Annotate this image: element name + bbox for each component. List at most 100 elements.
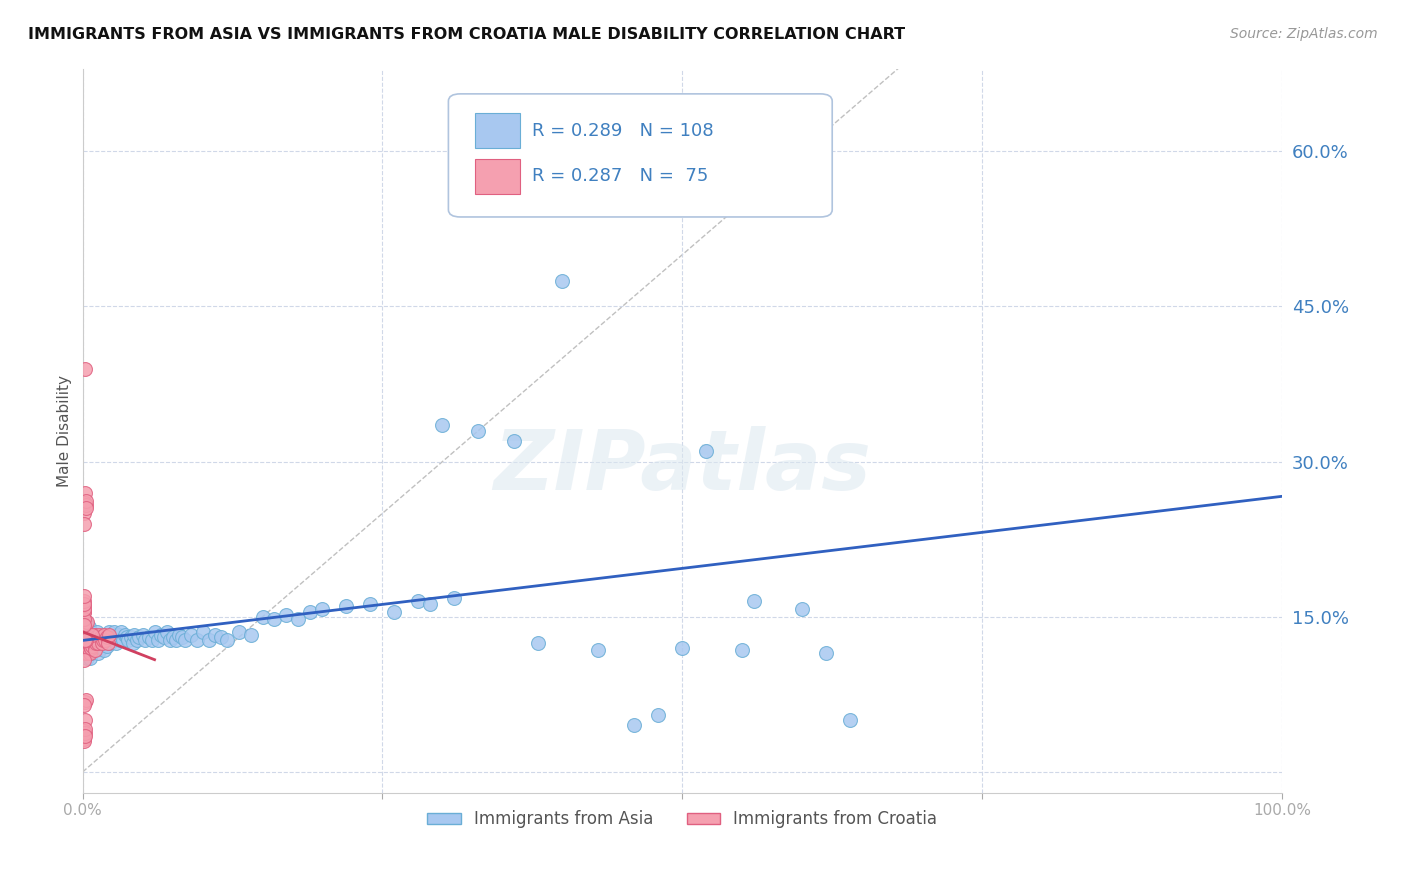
Point [87, 632, 110, 647]
Point [623, 718, 645, 732]
Point [73, 695, 96, 709]
Point [73, 653, 96, 667]
Point [90, 635, 112, 649]
Point [79, 631, 101, 645]
Point [87, 646, 110, 660]
Text: IMMIGRANTS FROM ASIA VS IMMIGRANTS FROM CROATIA MALE DISABILITY CORRELATION CHAR: IMMIGRANTS FROM ASIA VS IMMIGRANTS FROM … [28, 27, 905, 42]
Point [263, 612, 285, 626]
Point [73, 698, 96, 712]
Point [73, 605, 96, 619]
Point [86, 625, 108, 640]
Point [173, 632, 195, 647]
Point [73, 599, 96, 614]
Point [97, 632, 120, 647]
Point [79, 639, 101, 653]
Point [149, 628, 172, 642]
Point [93, 643, 115, 657]
Point [73, 725, 96, 739]
Point [76, 635, 98, 649]
Bar [475, 113, 520, 148]
Point [75, 501, 97, 516]
Point [84, 631, 107, 645]
Point [204, 628, 226, 642]
Point [335, 599, 357, 614]
Point [82, 639, 104, 653]
Point [83, 628, 105, 642]
Point [93, 628, 115, 642]
Point [671, 640, 693, 655]
Point [125, 632, 148, 647]
Point [408, 594, 430, 608]
Point [155, 625, 177, 640]
Point [239, 628, 262, 642]
Point [80, 631, 103, 645]
Point [122, 628, 145, 642]
Point [80, 635, 103, 649]
Point [82, 643, 104, 657]
Point [75, 494, 97, 508]
Point [82, 631, 104, 645]
Point [86, 639, 108, 653]
Point [110, 625, 132, 640]
Point [76, 646, 98, 660]
Point [731, 643, 754, 657]
Y-axis label: Male Disability: Male Disability [58, 375, 72, 487]
Point [91, 635, 114, 649]
Point [76, 651, 98, 665]
Point [73, 594, 96, 608]
Point [432, 418, 454, 433]
Text: ZIPatlas: ZIPatlas [494, 426, 872, 508]
Point [104, 631, 127, 645]
Point [73, 722, 96, 736]
Point [75, 640, 97, 655]
Point [82, 635, 104, 649]
Point [87, 635, 110, 649]
Point [73, 516, 96, 531]
Point [311, 601, 333, 615]
Point [527, 635, 550, 649]
Point [73, 620, 96, 634]
Point [191, 625, 214, 640]
Point [76, 615, 98, 629]
Point [131, 628, 153, 642]
Point [209, 631, 232, 645]
Point [90, 632, 112, 647]
Point [76, 625, 98, 640]
Point [94, 632, 117, 647]
Point [359, 598, 381, 612]
Point [159, 632, 181, 647]
Point [77, 632, 100, 647]
Point [76, 631, 98, 645]
Point [73, 734, 96, 748]
Point [122, 635, 145, 649]
Point [80, 640, 103, 655]
Point [82, 631, 104, 645]
Point [815, 646, 838, 660]
Point [143, 625, 166, 640]
Point [96, 631, 118, 645]
Point [503, 434, 526, 448]
Point [90, 640, 112, 655]
FancyBboxPatch shape [449, 94, 832, 217]
Point [73, 640, 96, 655]
Point [73, 635, 96, 649]
Point [73, 605, 96, 619]
Point [79, 646, 101, 660]
Point [112, 632, 135, 647]
Point [73, 631, 96, 645]
Point [77, 620, 100, 634]
Point [89, 635, 111, 649]
Point [108, 632, 131, 647]
Point [73, 612, 96, 626]
Point [75, 625, 97, 640]
Point [197, 632, 219, 647]
Point [73, 632, 96, 647]
Point [172, 631, 194, 645]
Point [73, 589, 96, 603]
Point [419, 598, 441, 612]
Point [73, 646, 96, 660]
Point [120, 631, 142, 645]
Point [588, 643, 610, 657]
Point [75, 692, 97, 706]
Point [839, 713, 862, 727]
